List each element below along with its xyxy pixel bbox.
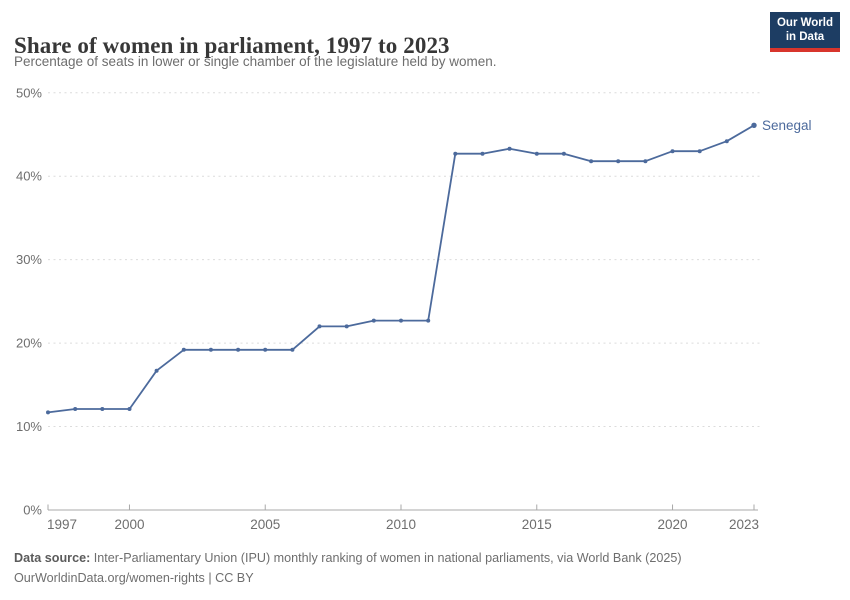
x-tick-label: 2010 xyxy=(386,517,416,532)
data-point[interactable] xyxy=(670,149,675,154)
y-tick-label: 30% xyxy=(16,252,42,267)
x-tick-label: 2000 xyxy=(114,517,144,532)
chart-subtitle: Percentage of seats in lower or single c… xyxy=(14,54,497,69)
x-tick-label: 2015 xyxy=(522,517,552,532)
y-tick-label: 0% xyxy=(23,503,42,518)
data-point[interactable] xyxy=(154,368,159,373)
data-point[interactable] xyxy=(426,318,431,323)
data-point[interactable] xyxy=(46,410,50,415)
data-point[interactable] xyxy=(534,151,539,156)
data-point[interactable] xyxy=(236,347,241,352)
data-point[interactable] xyxy=(589,159,594,164)
data-point[interactable] xyxy=(507,146,512,151)
data-point[interactable] xyxy=(724,139,729,144)
data-point[interactable] xyxy=(616,159,621,164)
data-point[interactable] xyxy=(208,347,213,352)
owid-logo[interactable]: Our World in Data xyxy=(770,12,840,52)
data-point[interactable] xyxy=(73,407,78,411)
chart-footer: Data source: Inter-Parliamentary Union (… xyxy=(14,548,834,589)
x-tick-label: 2023 xyxy=(729,517,759,532)
license-line: OurWorldinData.org/women-rights | CC BY xyxy=(14,571,254,586)
data-point[interactable] xyxy=(561,151,566,156)
data-source-label: Data source: xyxy=(14,551,91,565)
series-label-senegal[interactable]: Senegal xyxy=(762,118,812,133)
owid-logo-line1: Our World xyxy=(776,16,833,29)
x-tick-label: 2005 xyxy=(250,517,280,532)
y-tick-label: 40% xyxy=(16,169,42,184)
data-source-text: Inter-Parliamentary Union (IPU) monthly … xyxy=(93,551,682,565)
data-point[interactable] xyxy=(290,347,295,352)
data-point[interactable] xyxy=(399,318,403,323)
owid-logo-line2: in Data xyxy=(785,31,825,43)
data-point[interactable] xyxy=(100,407,105,411)
data-point[interactable] xyxy=(480,151,485,156)
x-tick-label: 1997 xyxy=(47,517,77,532)
x-tick-label: 2020 xyxy=(658,517,688,532)
y-tick-label: 10% xyxy=(16,419,42,434)
series-line-senegal[interactable] xyxy=(47,124,755,414)
data-point[interactable] xyxy=(751,122,757,128)
y-tick-label: 20% xyxy=(16,336,42,351)
data-point[interactable] xyxy=(453,151,458,156)
data-point[interactable] xyxy=(371,318,376,323)
data-source-line: Data source: Inter-Parliamentary Union (… xyxy=(14,548,834,568)
data-point[interactable] xyxy=(344,324,349,329)
data-point[interactable] xyxy=(263,347,268,352)
data-point[interactable] xyxy=(181,347,186,352)
data-point[interactable] xyxy=(127,407,132,411)
data-point[interactable] xyxy=(643,159,648,164)
y-tick-label: 50% xyxy=(16,85,42,100)
chart-title: Share of women in parliament, 1997 to 20… xyxy=(14,33,450,59)
data-point[interactable] xyxy=(317,324,322,329)
data-point[interactable] xyxy=(697,149,702,154)
